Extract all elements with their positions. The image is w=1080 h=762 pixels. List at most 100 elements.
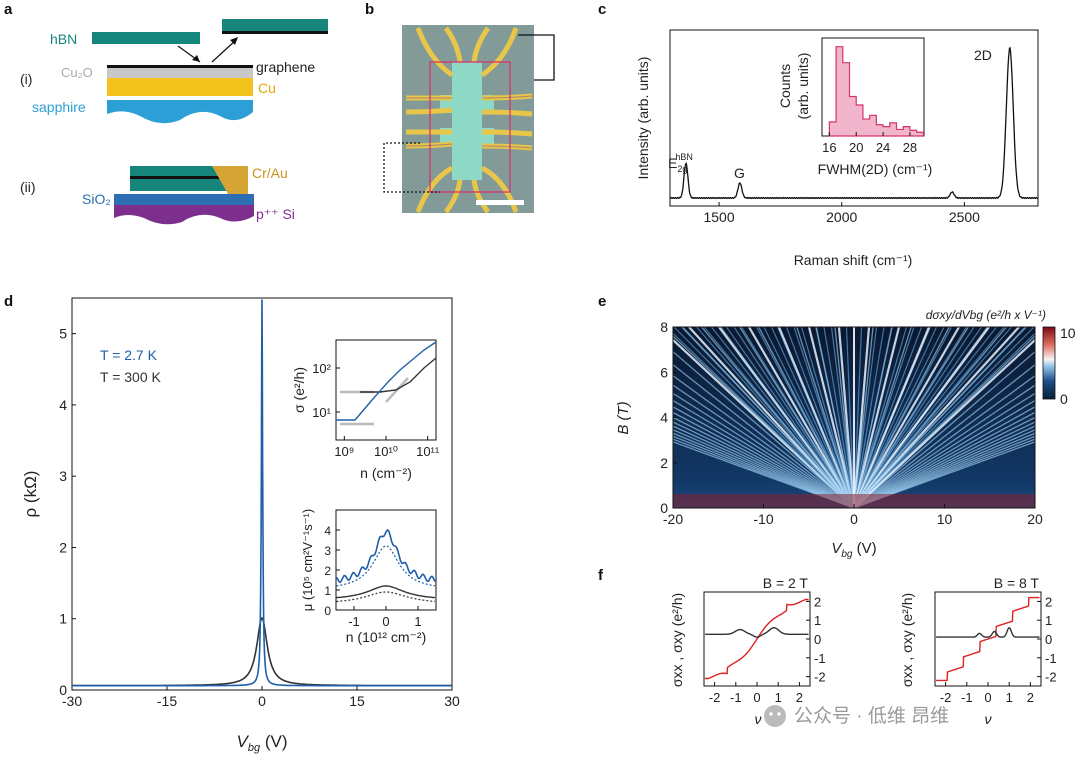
- landau-level-line: [853, 327, 950, 508]
- fwhm-x-ticks: 16 20 24 28: [822, 132, 917, 155]
- watermark-text: 公众号 · 低维 昂维: [794, 705, 949, 727]
- raman-x-ticks: 1500 2000 2500: [703, 202, 980, 225]
- peak-label-2d: 2D: [974, 47, 992, 63]
- landau-level-line: [673, 335, 855, 508]
- conductivity-2-7k-line: [336, 341, 437, 421]
- landau-level-line: [681, 327, 855, 508]
- resistivity-x-tick-label: 0: [258, 693, 266, 709]
- landau-level-line: [845, 327, 855, 508]
- f2-x-tick-label: 1: [1006, 690, 1013, 705]
- sigma-xx-2t-line: [705, 627, 809, 638]
- sigma-xy-2t-line: [705, 598, 809, 680]
- mobility-2-7k-line: [335, 528, 436, 584]
- landau-level-line: [796, 327, 855, 508]
- f1-x-tick-label: 0: [753, 690, 760, 705]
- f1-y-tick-label: 1: [814, 613, 821, 628]
- sigma-xy-8t-line: [936, 596, 1040, 682]
- landau-level-line: [853, 327, 945, 508]
- landau-fan-ylabel: B (T): [615, 401, 632, 434]
- resistivity-x-tick-label: 15: [349, 693, 365, 709]
- landau-level-line: [777, 327, 855, 508]
- panel-label-e: e: [598, 293, 606, 310]
- bottom-hbn: [130, 179, 226, 191]
- raman-x-tick-label: 2500: [949, 209, 980, 225]
- arrow-up: [211, 39, 237, 63]
- resistivity-x-tick-label: -15: [157, 693, 177, 709]
- colorbar-min: 0: [1060, 391, 1068, 407]
- qhe-2t-xlabel: ν: [755, 711, 762, 727]
- qhe-2t-ylabel: σxx , σxy (e²/h): [669, 593, 685, 687]
- f1-x-tick-label: -1: [730, 690, 742, 705]
- landau-level-line: [763, 327, 855, 508]
- landau-y-tick-label: 8: [660, 319, 668, 335]
- landau-y-tick-label: 6: [660, 364, 668, 380]
- panel-e-landau-fan: -20 -10 0 10 20 0 2 4 6 8 10 0 dσxy/dVbg (e²/h x …: [615, 308, 1076, 560]
- f1-x-tick-label: -2: [709, 690, 721, 705]
- landau-level-line: [853, 375, 1035, 508]
- sio2-label: SiO₂: [82, 191, 111, 207]
- hallbar-channel: [452, 62, 482, 180]
- mobility-x-tick-label: 0: [382, 614, 389, 629]
- sapphire-label: sapphire: [32, 99, 86, 115]
- panel-label-a: a: [4, 1, 13, 18]
- landau-level-line: [719, 327, 855, 508]
- mobility-y-tick-label: 4: [324, 524, 331, 538]
- landau-level-line: [758, 327, 855, 508]
- encapsulated-graphene: [130, 176, 226, 179]
- qhe-8t-ylabel: σxx , σxy (e²/h): [899, 593, 915, 687]
- f2-y-tick-label: 1: [1045, 613, 1052, 628]
- legend-300k: T = 300 K: [100, 369, 162, 385]
- graphene-layer: [107, 65, 253, 68]
- resistivity-y-tick-label: 2: [59, 539, 67, 555]
- resistivity-x-tick-label: 30: [444, 693, 460, 709]
- sapphire-layer: [107, 100, 253, 124]
- landau-level-line: [738, 327, 855, 508]
- sigma-xx-8t-line: [936, 627, 1040, 638]
- landau-level-line: [673, 411, 855, 508]
- landau-level-line: [748, 327, 855, 508]
- landau-level-line: [853, 327, 915, 508]
- fwhm-ylabel-line1: Counts: [777, 64, 793, 108]
- f1-y-tick-label: -2: [814, 670, 826, 685]
- conductivity-xlabel: n (cm⁻²): [360, 465, 412, 481]
- raman-axes-frame: [669, 29, 1039, 207]
- qhe-8t-xlabel: ν: [985, 711, 992, 727]
- landau-level-line: [853, 327, 863, 508]
- panel-label-b: b: [365, 1, 374, 18]
- qhe-8t-title: B = 8 T: [994, 575, 1040, 591]
- conductivity-ylabel: σ (e²/h): [291, 367, 307, 413]
- qhe-2t-ticks: -2 -1 0 1 2-2-1012: [709, 594, 826, 705]
- landau-level-line: [853, 327, 997, 508]
- f2-x-tick-label: 0: [984, 690, 991, 705]
- fwhm-histogram: [828, 46, 924, 137]
- landau-level-line: [785, 327, 855, 508]
- landau-fan-xlabel: Vbg (V): [831, 540, 876, 560]
- mobility-ticks: -1 0 1 0 1 2 3 4: [324, 524, 421, 629]
- landau-level-line: [853, 364, 1035, 508]
- colorbar: [1042, 326, 1056, 400]
- panel-f-qhe-2t: -2 -1 0 1 2-2-1012 B = 2 T ν σxx , σxy (e²/h…: [669, 575, 826, 727]
- panel-label-f: f: [598, 567, 604, 584]
- cu-layer: [107, 78, 253, 96]
- crau-contact: [212, 166, 248, 194]
- landau-level-line: [815, 327, 855, 508]
- landau-level-line: [770, 327, 855, 508]
- graphene-on-hbn: [222, 31, 328, 34]
- series-2-7k-line: [72, 299, 452, 687]
- conductivity-300k-line: [360, 357, 437, 393]
- step-ii-label: (ii): [20, 179, 36, 195]
- landau-level-line: [853, 327, 1035, 508]
- landau-level-line: [853, 351, 1035, 508]
- landau-x-tick-label: 20: [1027, 511, 1043, 527]
- colorbar-max: 10: [1060, 325, 1076, 341]
- f1-y-tick-label: -1: [814, 651, 826, 666]
- fwhm-x-tick-label: 28: [903, 140, 917, 155]
- landau-level-line: [673, 351, 855, 508]
- mobility-x-tick-label: 1: [414, 614, 421, 629]
- fwhm-xlabel: FWHM(2D) (cm⁻¹): [818, 161, 933, 177]
- landau-level-line: [733, 327, 855, 508]
- fwhm-x-tick-label: 24: [876, 140, 890, 155]
- scale-bar: [476, 200, 524, 205]
